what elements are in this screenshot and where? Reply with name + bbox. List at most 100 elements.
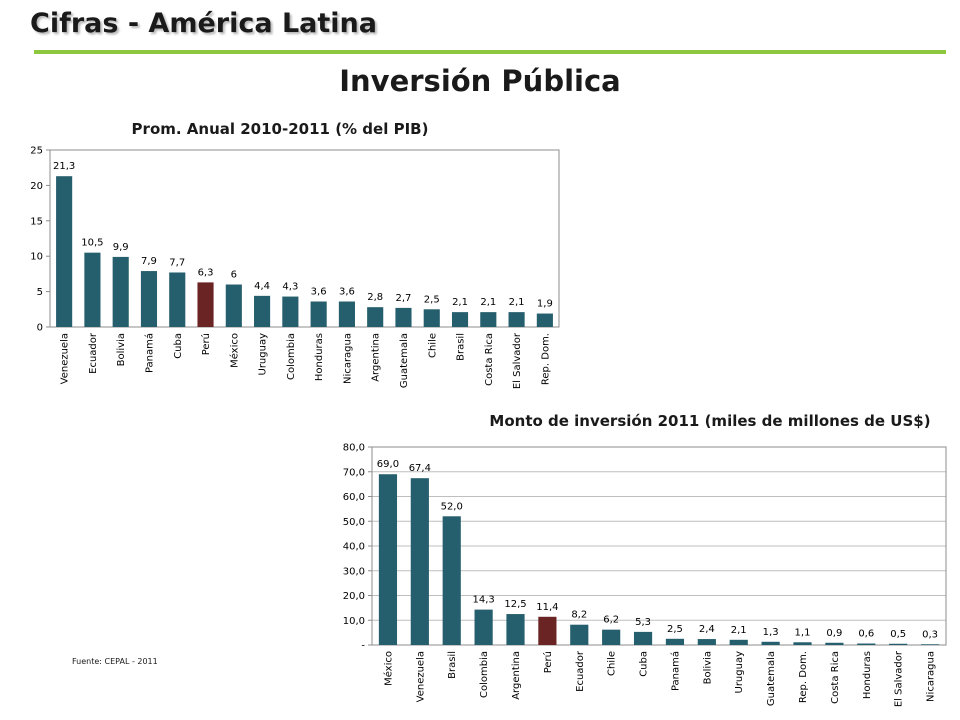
data-label: 7,7 bbox=[169, 257, 185, 268]
y-tick-label: 60,0 bbox=[343, 492, 365, 503]
x-category-label: Guatemala bbox=[399, 333, 410, 388]
data-label: 1,9 bbox=[537, 299, 553, 310]
x-category-label: Panamá bbox=[143, 333, 155, 373]
x-category-label: Chile bbox=[427, 333, 438, 358]
chart2-title: Monto de inversión 2011 (miles de millon… bbox=[489, 412, 931, 430]
x-category-label: Brasil bbox=[456, 333, 467, 361]
data-label: 6,2 bbox=[603, 615, 619, 626]
data-label: 1,1 bbox=[795, 627, 811, 638]
data-label: 2,1 bbox=[731, 625, 747, 636]
x-category-label: Nicaragua bbox=[342, 333, 353, 384]
data-label: 2,1 bbox=[509, 297, 525, 308]
y-tick-label: 80,0 bbox=[343, 443, 365, 454]
data-label: 8,2 bbox=[571, 610, 587, 621]
data-label: 67,4 bbox=[409, 463, 431, 474]
data-label: 0,3 bbox=[922, 629, 938, 640]
y-tick-label: 20,0 bbox=[343, 591, 365, 602]
bar bbox=[889, 643, 908, 645]
bar bbox=[508, 312, 525, 327]
main-title: Inversión Pública bbox=[339, 64, 621, 98]
x-category-label: El Salvador bbox=[512, 332, 523, 389]
x-category-label: Costa Rica bbox=[484, 333, 495, 386]
data-label: 2,5 bbox=[667, 624, 683, 635]
x-category-label: El Salvador bbox=[894, 650, 905, 707]
bar bbox=[56, 176, 73, 327]
data-label: 3,6 bbox=[339, 287, 355, 298]
x-category-label: Ecuador bbox=[88, 332, 99, 374]
data-label: 0,5 bbox=[890, 629, 906, 640]
bar bbox=[410, 478, 429, 645]
y-tick-label: 70,0 bbox=[343, 467, 365, 478]
y-tick-label: 40,0 bbox=[343, 542, 365, 553]
bar bbox=[570, 624, 589, 645]
bar bbox=[423, 309, 440, 327]
data-label: 2,5 bbox=[424, 294, 440, 305]
bar bbox=[225, 284, 242, 327]
x-category-label: Costa Rica bbox=[830, 651, 841, 704]
data-label: 2,8 bbox=[367, 292, 383, 303]
y-tick-label: 10 bbox=[30, 252, 43, 263]
data-label: 0,9 bbox=[826, 628, 842, 639]
bar bbox=[729, 639, 748, 645]
bar bbox=[793, 642, 812, 645]
data-label: 5,3 bbox=[635, 617, 651, 628]
x-category-label: Argentina bbox=[511, 651, 522, 700]
bar bbox=[697, 639, 716, 645]
data-label: 21,3 bbox=[53, 161, 75, 172]
bar bbox=[367, 307, 384, 327]
x-category-label: Guatemala bbox=[766, 651, 777, 706]
chart1-title: Prom. Anual 2010-2011 (% del PIB) bbox=[131, 120, 429, 138]
data-label: 7,9 bbox=[141, 256, 157, 267]
y-tick-label: 15 bbox=[30, 216, 43, 227]
data-label: 14,3 bbox=[472, 595, 494, 606]
bar bbox=[395, 307, 412, 327]
data-label: 4,4 bbox=[254, 281, 270, 292]
x-category-label: Cuba bbox=[173, 333, 184, 359]
bar bbox=[920, 644, 940, 645]
bar bbox=[506, 614, 525, 645]
x-category-label: Honduras bbox=[862, 651, 873, 699]
x-category-label: Bolivia bbox=[702, 651, 713, 684]
y-tick-label: 50,0 bbox=[343, 517, 365, 528]
data-label: 69,0 bbox=[377, 459, 399, 470]
x-category-label: Colombia bbox=[479, 651, 490, 698]
x-category-label: Rep. Dom. bbox=[798, 651, 809, 703]
data-label: 2,7 bbox=[396, 293, 412, 304]
bar bbox=[254, 295, 271, 327]
x-category-label: Bolivia bbox=[116, 333, 127, 366]
y-tick-label: - bbox=[361, 641, 365, 652]
bar bbox=[84, 252, 101, 327]
y-tick-label: 5 bbox=[37, 287, 43, 298]
data-label: 3,6 bbox=[311, 287, 327, 298]
data-label: 2,1 bbox=[452, 297, 468, 308]
data-label: 10,5 bbox=[81, 238, 103, 249]
data-label: 2,1 bbox=[480, 297, 496, 308]
bar bbox=[665, 638, 685, 645]
x-category-label: Argentina bbox=[371, 333, 382, 382]
data-label: 1,3 bbox=[763, 627, 779, 638]
plot-area-border bbox=[49, 149, 560, 328]
y-tick-label: 25 bbox=[30, 146, 43, 157]
data-label: 52,0 bbox=[441, 501, 463, 512]
bar bbox=[536, 313, 553, 327]
bar bbox=[538, 616, 557, 645]
data-label: 12,5 bbox=[504, 599, 526, 610]
data-label: 6,3 bbox=[198, 267, 214, 278]
x-category-label: Uruguay bbox=[734, 651, 745, 694]
header-title: Cifras - América Latina bbox=[30, 8, 377, 39]
bar bbox=[338, 301, 355, 327]
bar bbox=[474, 609, 493, 645]
y-tick-label: 20 bbox=[30, 181, 43, 192]
bar bbox=[761, 641, 780, 645]
x-category-label: Panamá bbox=[669, 651, 681, 691]
x-category-label: México bbox=[382, 651, 394, 686]
data-label: 6 bbox=[231, 270, 237, 281]
data-label: 0,6 bbox=[858, 629, 874, 640]
data-label: 2,4 bbox=[699, 624, 715, 635]
x-category-label: Colombia bbox=[286, 333, 297, 380]
bar bbox=[825, 642, 844, 645]
x-category-label: Venezuela bbox=[415, 651, 426, 702]
x-category-label: Rep. Dom. bbox=[540, 333, 551, 385]
